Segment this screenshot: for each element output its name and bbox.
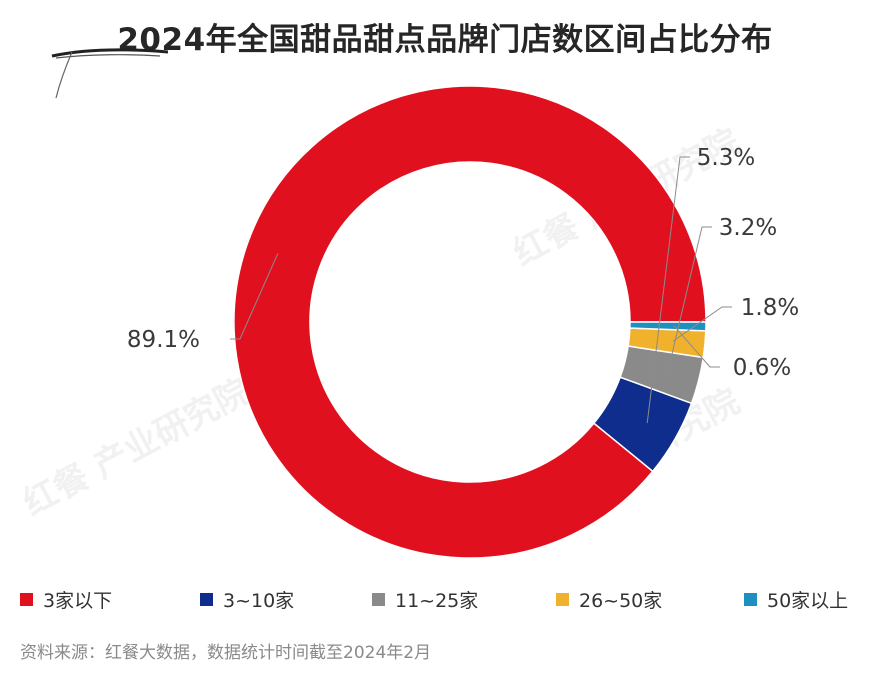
donut-slice-5 [629, 321, 707, 332]
legend-swatch [372, 593, 385, 606]
leader-line-2 [646, 156, 690, 424]
legend-label: 26~50家 [579, 590, 663, 612]
donut-slices [233, 85, 707, 559]
legend-label: 50家以上 [767, 590, 849, 612]
leader-line-1 [230, 253, 279, 340]
leader-line-3 [667, 226, 712, 373]
chart-legend: 3家以下 3~10家 11~25家 26~50家 50家以上 [0, 586, 890, 616]
leader-line-4 [672, 306, 732, 342]
legend-item: 3~10家 [200, 586, 294, 613]
legend-item: 26~50家 [556, 586, 662, 613]
legend-label: 3家以下 [43, 590, 113, 612]
data-labels: 89.1% 5.3% 3.2% 1.8% 0.6% [127, 145, 799, 381]
legend-item: 50家以上 [744, 586, 848, 613]
legend-swatch [20, 593, 33, 606]
data-label-3: 3.2% [719, 215, 777, 241]
data-label-5: 0.6% [733, 355, 791, 381]
legend-swatch [200, 593, 213, 606]
legend-item: 11~25家 [372, 586, 478, 613]
donut-chart: 89.1% 5.3% 3.2% 1.8% 0.6% [127, 85, 799, 559]
data-label-4: 1.8% [741, 295, 799, 321]
leader-lines [230, 156, 732, 424]
legend-swatch [556, 593, 569, 606]
legend-item: 3家以下 [20, 586, 112, 613]
legend-swatch [744, 593, 757, 606]
chart-title: 2024年全国甜品甜点品牌门店数区间占比分布 [117, 22, 773, 58]
brush-stroke-decoration [51, 48, 169, 99]
data-label-1: 89.1% [127, 327, 200, 353]
data-label-2: 5.3% [697, 145, 755, 171]
leader-line-5 [673, 325, 720, 368]
donut-slice-1 [233, 85, 707, 559]
source-note: 资料来源：红餐大数据，数据统计时间截至2024年2月 [20, 643, 432, 663]
legend-label: 11~25家 [395, 590, 479, 612]
legend-label: 3~10家 [223, 590, 295, 612]
